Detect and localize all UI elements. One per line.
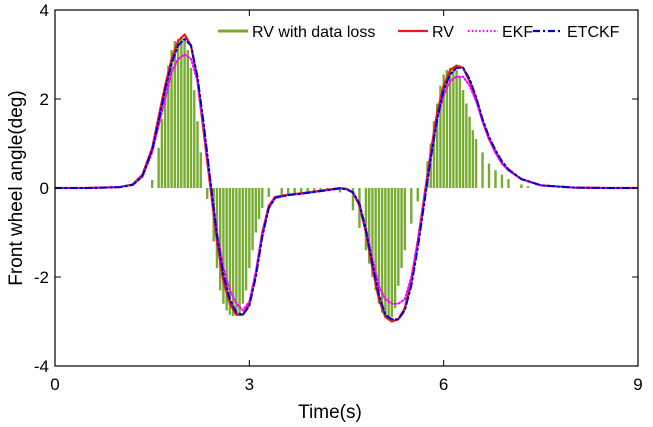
y-tick-label: -2 bbox=[34, 268, 49, 287]
line-series-group bbox=[55, 33, 638, 323]
y-tick-label: 4 bbox=[40, 1, 49, 20]
y-tick-label: -4 bbox=[34, 357, 49, 376]
legend: RV with data loss RV EKF ETCKF bbox=[218, 24, 620, 41]
x-tick-label: 6 bbox=[439, 375, 448, 394]
x-tick-label: 3 bbox=[245, 375, 254, 394]
x-tick-label: 0 bbox=[50, 375, 59, 394]
stem-series-group bbox=[150, 36, 530, 320]
series-line-ekf bbox=[55, 53, 638, 312]
legend-label-0: RV with data loss bbox=[252, 24, 375, 41]
x-tick-label: 9 bbox=[633, 375, 642, 394]
y-axis-label: Front wheel angle(deg) bbox=[6, 90, 27, 285]
legend-label-1: RV bbox=[432, 24, 454, 41]
y-tick-label: 2 bbox=[40, 90, 49, 109]
axis-ticks: 0 3 6 9 -4 -2 0 2 4 bbox=[34, 1, 643, 394]
series-line-etckf bbox=[55, 37, 638, 321]
y-tick-label: 0 bbox=[40, 179, 49, 198]
legend-label-3: ETCKF bbox=[567, 24, 620, 41]
legend-label-2: EKF bbox=[502, 24, 533, 41]
x-axis-label: Time(s) bbox=[298, 402, 362, 423]
